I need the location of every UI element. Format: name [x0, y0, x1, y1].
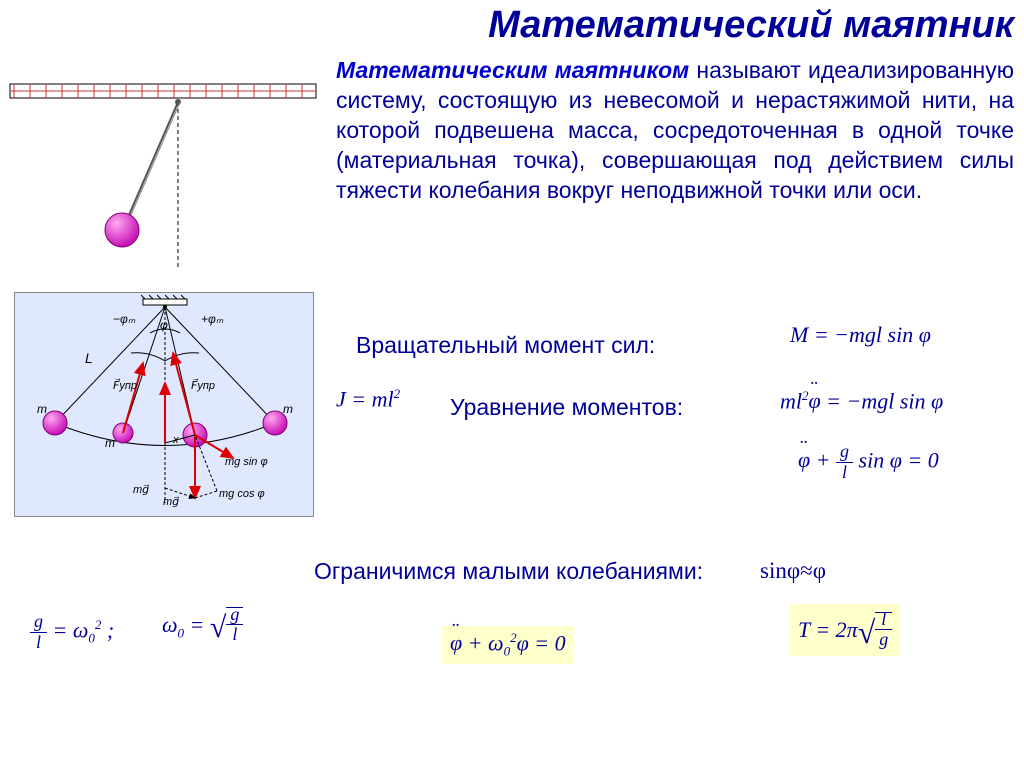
- page-title: Математический маятник: [488, 4, 1014, 47]
- eq-gl-tail: ;: [101, 617, 114, 642]
- eq-ml2-rhs: = −mgl sin φ: [821, 388, 944, 413]
- equation-moments: ml2φ = −mgl sin φ: [780, 388, 943, 414]
- frac-g: g: [836, 442, 853, 463]
- eq-phi-omega-sub: 0: [504, 644, 511, 659]
- label-torque: Вращательный момент сил:: [356, 332, 655, 359]
- phi-ddot-icon: φ: [798, 447, 810, 472]
- eq-phi-omega-mid: + ω: [462, 630, 503, 655]
- equation-inertia: J = ml2: [336, 386, 400, 412]
- eq-omega0-eq: =: [184, 612, 210, 637]
- svg-text:mg⃗: mg⃗: [163, 496, 179, 508]
- svg-text:−φₘ: −φₘ: [113, 312, 136, 326]
- equation-g-over-l: gl = ω02 ;: [30, 612, 114, 653]
- label-small-oscillations: Ограничимся малыми колебаниями:: [314, 558, 703, 585]
- svg-text:φ: φ: [160, 318, 168, 332]
- svg-text:mg⃗: mg⃗: [133, 484, 149, 496]
- svg-text:F⃗упр: F⃗упр: [191, 378, 215, 392]
- equation-harmonic: φ + ω02φ = 0: [442, 626, 574, 664]
- svg-text:+φₘ: +φₘ: [201, 312, 224, 326]
- eq-T-lhs: T = 2π: [798, 617, 858, 642]
- svg-text:x: x: [172, 434, 179, 446]
- eq-J-exp: 2: [394, 386, 401, 401]
- eq-gl-sub: 0: [88, 631, 95, 646]
- phi-ddot-icon: φ: [450, 630, 462, 655]
- svg-text:m: m: [105, 436, 115, 450]
- eq-ml2-exp: 2: [802, 388, 809, 403]
- svg-text:mg cos φ: mg cos φ: [219, 488, 265, 500]
- eq-ml2-lhs: ml: [780, 388, 802, 413]
- frac-g: g: [30, 612, 47, 633]
- eq-phi-omega-rhs: φ = 0: [517, 630, 566, 655]
- frac-l: l: [226, 625, 243, 645]
- phi-ddot-icon: φ: [809, 388, 821, 413]
- svg-text:m: m: [37, 402, 47, 416]
- frac-l: l: [836, 463, 853, 483]
- svg-text:m: m: [283, 402, 293, 416]
- equation-period: T = 2π√lg: [790, 604, 900, 656]
- frac-l: l: [875, 610, 892, 631]
- sqrt-icon: √: [858, 614, 876, 650]
- frac-g: g: [226, 605, 243, 626]
- figure-pendulum-forces: −φₘ +φₘ φ L F⃗упр F⃗упр m m m x mg⃗ mg⃗ …: [14, 292, 314, 517]
- equation-torque: M = −mgl sin φ: [790, 322, 931, 348]
- eq-phi-sin-rhs: sin φ = 0: [859, 447, 939, 472]
- eq-J-base: J = ml: [336, 386, 394, 411]
- svg-text:F⃗упр: F⃗упр: [113, 378, 137, 392]
- sqrt-icon: √: [210, 611, 226, 644]
- equation-phi-sin: φ + gl sin φ = 0: [798, 442, 939, 483]
- svg-text:L: L: [85, 350, 93, 366]
- label-moments-equation: Уравнение моментов:: [450, 394, 683, 421]
- eq-omega0-lhs: ω: [162, 612, 178, 637]
- equation-small-angle: sinφ≈φ: [760, 558, 826, 584]
- figure-pendulum-simple: [8, 80, 318, 270]
- equation-omega0: ω0 = √gl: [162, 606, 243, 647]
- svg-text:mg sin φ: mg sin φ: [225, 456, 268, 468]
- frac-g: g: [875, 630, 892, 650]
- definition-term: Математическим маятником: [336, 57, 689, 83]
- frac-l: l: [30, 633, 47, 653]
- eq-gl-eq: = ω: [47, 617, 88, 642]
- definition-paragraph: Математическим маятником называют идеали…: [336, 56, 1014, 205]
